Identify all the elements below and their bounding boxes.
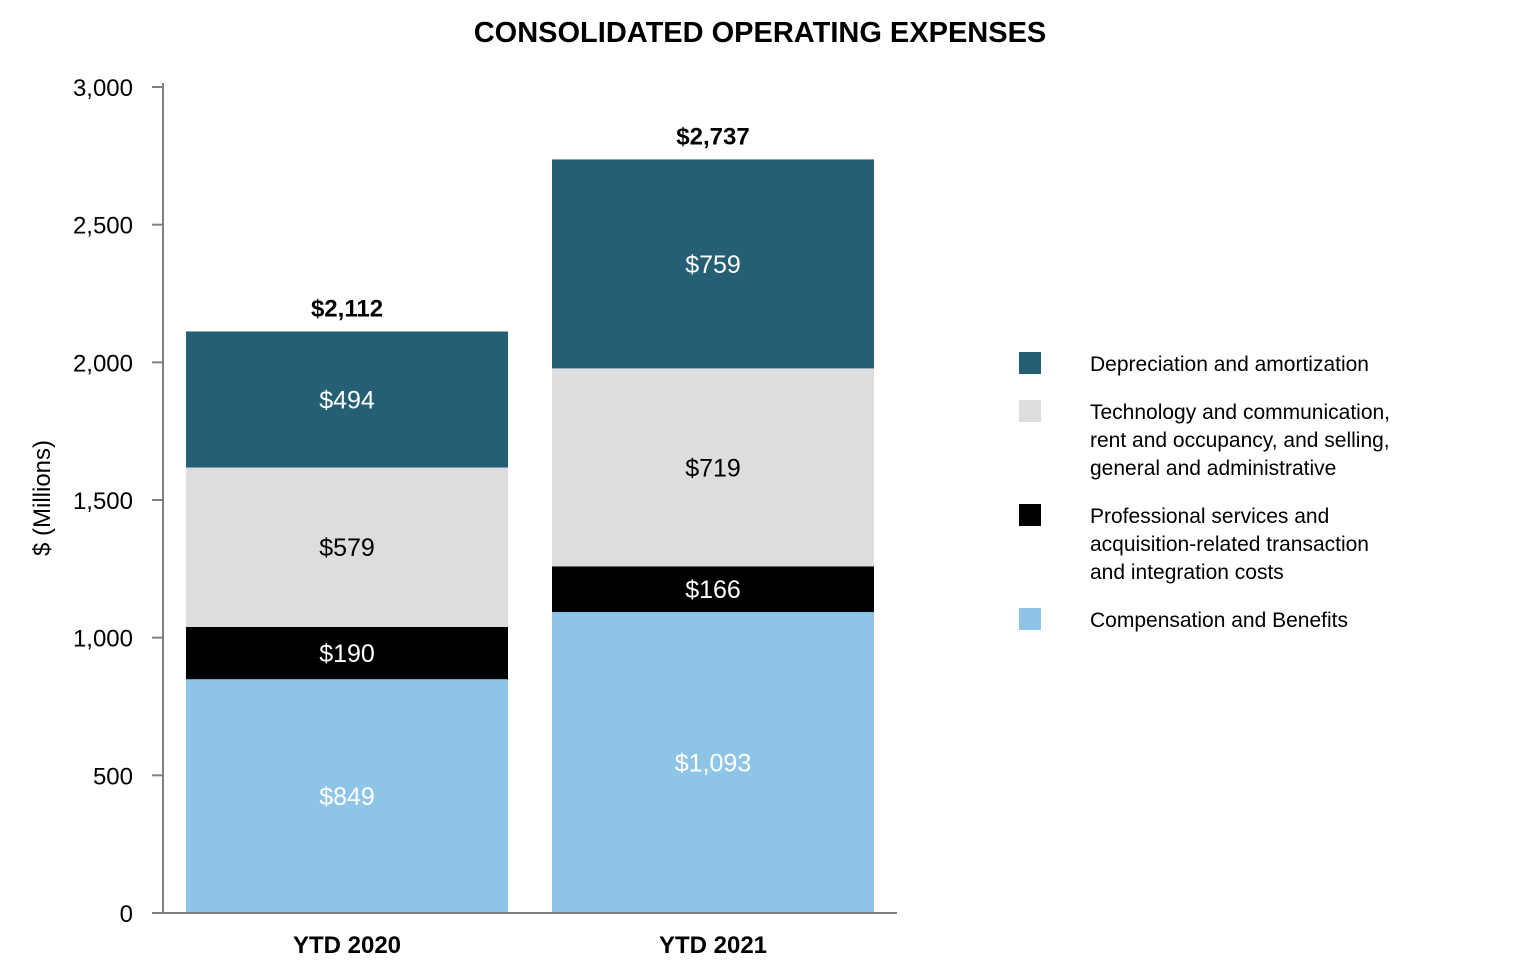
- legend-item: Professional services and acquisition-rel…: [1019, 504, 1369, 584]
- total-label: $2,112: [311, 295, 383, 322]
- x-tick-label: YTD 2021: [659, 932, 767, 959]
- legend-label: Professional services and acquisition-rel…: [1090, 505, 1369, 584]
- segment-data-label: $759: [685, 251, 741, 279]
- legend-item: Compensation and Benefits: [1019, 608, 1348, 632]
- y-tick-label: 3,000: [73, 75, 133, 102]
- segment-data-label: $849: [319, 783, 375, 811]
- bar-segment: [552, 566, 874, 613]
- y-tick-label: 0: [120, 901, 133, 928]
- bar-segment: [552, 612, 874, 913]
- segment-data-label: $166: [685, 576, 741, 604]
- bar-segment: [186, 626, 508, 680]
- bar-segment: [186, 679, 508, 913]
- segment-data-label: $719: [685, 454, 741, 482]
- legend-item: Technology and communication, rent and oc…: [1019, 400, 1390, 480]
- legend-label: Technology and communication, rent and oc…: [1090, 401, 1390, 480]
- total-label: $2,737: [676, 123, 749, 150]
- y-axis: 0 500 1,000 1,500 2,000 2,500 3,000: [73, 75, 164, 928]
- y-tick-label: 500: [93, 763, 133, 790]
- segment-data-label: $579: [319, 534, 375, 562]
- legend-item: Depreciation and amortization: [1019, 352, 1369, 376]
- segment-data-label: $494: [319, 387, 375, 415]
- bar-segment: [186, 467, 508, 627]
- bar-segment: [186, 331, 508, 468]
- legend-label: Compensation and Benefits: [1090, 609, 1348, 632]
- legend-swatch: [1019, 608, 1041, 630]
- segment-data-label: $190: [319, 640, 375, 668]
- y-tick-label: 2,500: [73, 213, 133, 240]
- y-axis-label: $ (Millions): [29, 440, 56, 556]
- y-tick-label: 1,500: [73, 488, 133, 515]
- legend-swatch: [1019, 400, 1041, 422]
- legend-swatch: [1019, 352, 1041, 374]
- x-tick-label: YTD 2020: [293, 932, 401, 959]
- chart-title: CONSOLIDATED OPERATING EXPENSES: [474, 17, 1047, 49]
- bar-segment: [552, 368, 874, 567]
- y-tick-label: 2,000: [73, 350, 133, 377]
- legend-swatch: [1019, 504, 1041, 526]
- x-axis-labels: YTD 2020 YTD 2021: [293, 932, 767, 959]
- y-tick-label: 1,000: [73, 626, 133, 653]
- bar-segment: [552, 159, 874, 369]
- legend-label: Depreciation and amortization: [1090, 353, 1369, 376]
- segment-data-label: $1,093: [675, 750, 751, 778]
- legend: Depreciation and amortization Technology …: [1019, 352, 1390, 632]
- bars: $849 $190 $579 $494 $2,112 $1,093 $166 $719 $759…: [186, 123, 874, 913]
